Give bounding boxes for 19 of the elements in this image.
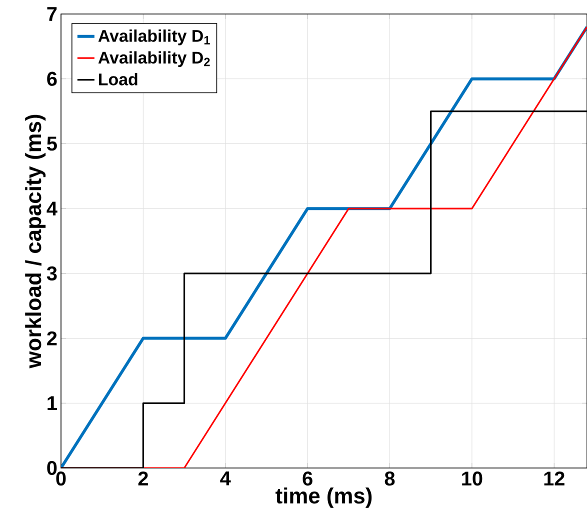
y-axis-title: workload / capacity (ms) — [25, 114, 46, 368]
x-tick-label: 2 — [138, 472, 148, 486]
x-tick-label: 8 — [384, 472, 395, 486]
y-tick-label: 1 — [48, 396, 57, 410]
x-tick-label: 6 — [302, 472, 312, 486]
y-tick-label: 6 — [47, 72, 57, 86]
y-tick-label: 2 — [47, 331, 57, 346]
x-tick-label: 12 — [544, 472, 564, 486]
legend-label: Availability D$_{2}$ — [98, 51, 210, 68]
y-tick-label: 3 — [46, 266, 57, 280]
legend-label: Availability D$_{1}$ — [98, 29, 210, 46]
y-tick-label: 7 — [47, 7, 57, 21]
y-tick-label: 4 — [46, 202, 58, 216]
y-tick-label: 5 — [47, 136, 57, 151]
legend-label: Load — [99, 72, 138, 86]
y-tick-label: 0 — [47, 460, 57, 476]
x-tick-label: 10 — [462, 472, 482, 486]
x-tick-label: 4 — [220, 472, 231, 486]
x-axis-title: time (ms) — [276, 487, 372, 508]
